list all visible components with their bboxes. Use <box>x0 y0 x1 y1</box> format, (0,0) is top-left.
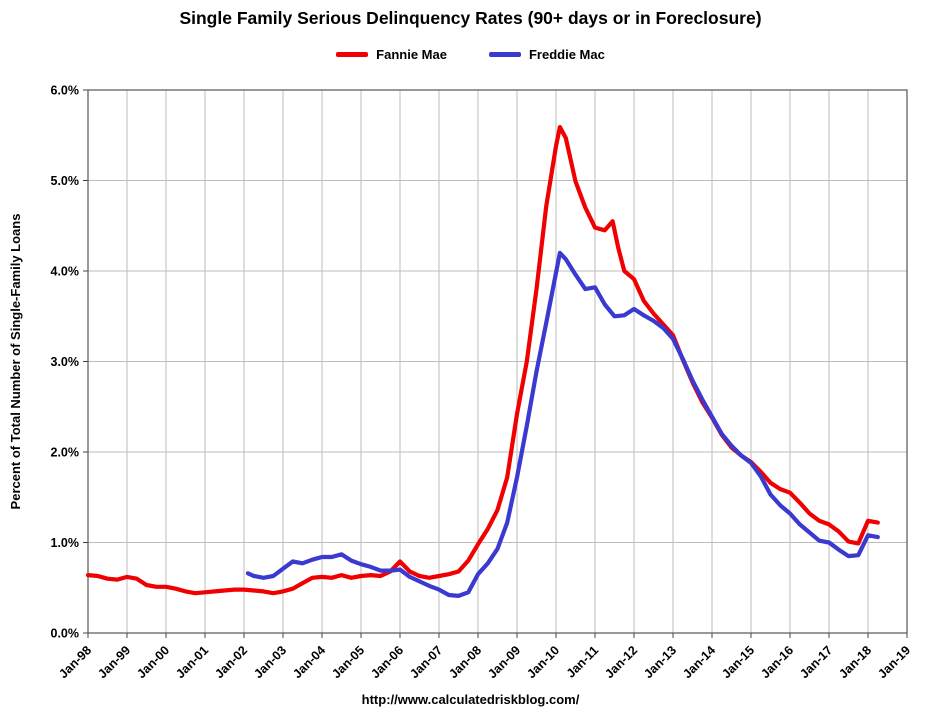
svg-text:Jan-12: Jan-12 <box>602 643 640 681</box>
svg-text:6.0%: 6.0% <box>51 84 80 98</box>
svg-text:Percent of Total Number of Sin: Percent of Total Number of Single-Family… <box>8 214 23 510</box>
legend-label-freddie-mac: Freddie Mac <box>528 47 605 62</box>
svg-text:Jan-11: Jan-11 <box>564 643 601 680</box>
svg-text:3.0%: 3.0% <box>51 355 80 369</box>
svg-text:Jan-07: Jan-07 <box>407 643 445 681</box>
svg-text:Jan-06: Jan-06 <box>368 643 406 681</box>
svg-text:Jan-99: Jan-99 <box>95 643 133 681</box>
svg-text:Jan-04: Jan-04 <box>290 643 328 681</box>
svg-text:Jan-13: Jan-13 <box>641 643 679 681</box>
svg-text:0.0%: 0.0% <box>51 627 80 641</box>
svg-text:Jan-18: Jan-18 <box>836 643 874 681</box>
svg-text:Jan-10: Jan-10 <box>524 643 562 681</box>
svg-text:Jan-16: Jan-16 <box>758 643 796 681</box>
svg-text:Jan-15: Jan-15 <box>719 643 757 681</box>
svg-text:Jan-02: Jan-02 <box>212 643 250 681</box>
svg-text:Jan-03: Jan-03 <box>251 643 289 681</box>
svg-text:Jan-05: Jan-05 <box>329 643 367 681</box>
svg-text:Jan-19: Jan-19 <box>875 643 913 681</box>
svg-text:Jan-08: Jan-08 <box>446 643 484 681</box>
chart-canvas: Jan-98 Jan-99 Jan-00 Jan-01 Jan-02 Jan-03 Jan-… <box>8 84 913 682</box>
svg-text:Jan-17: Jan-17 <box>797 643 835 681</box>
svg-text:2.0%: 2.0% <box>51 446 80 460</box>
legend-label-fannie-mae: Fannie Mae <box>376 47 447 62</box>
legend-item-freddie-mac: Freddie Mac <box>488 47 605 62</box>
svg-text:Jan-00: Jan-00 <box>134 643 172 681</box>
legend-item-fannie-mae: Fannie Mae <box>336 47 447 62</box>
svg-text:5.0%: 5.0% <box>51 174 80 188</box>
svg-text:Jan-09: Jan-09 <box>485 643 523 681</box>
svg-text:Jan-98: Jan-98 <box>56 643 94 681</box>
svg-text:Jan-14: Jan-14 <box>680 643 718 681</box>
svg-text:1.0%: 1.0% <box>51 536 80 550</box>
svg-text:4.0%: 4.0% <box>51 265 80 279</box>
chart-title: Single Family Serious Delinquency Rates … <box>179 8 762 28</box>
fannie-mae-line-swatch <box>336 52 369 57</box>
source-url: http://www.calculatedriskblog.com/ <box>361 692 580 707</box>
freddie-mac-line-swatch <box>488 52 521 57</box>
svg-text:Jan-01: Jan-01 <box>173 643 211 681</box>
legend: Fannie Mae Freddie Mac <box>0 47 941 62</box>
